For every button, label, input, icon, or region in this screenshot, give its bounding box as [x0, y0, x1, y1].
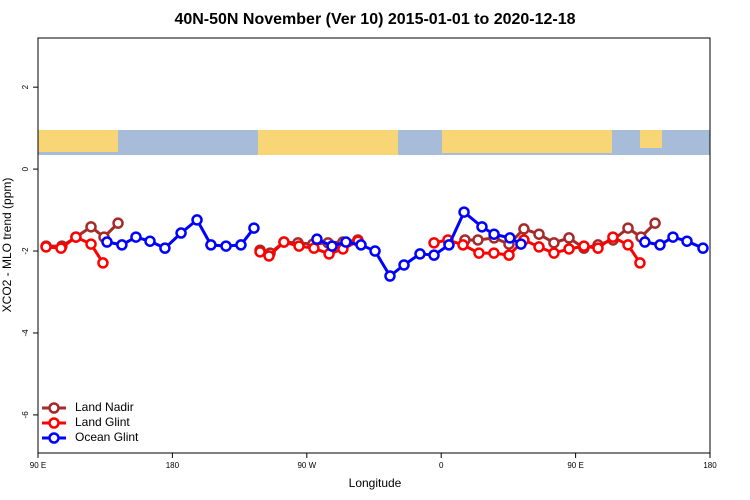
point — [112, 217, 124, 229]
legend-marker — [48, 432, 60, 444]
point — [220, 240, 232, 252]
point — [340, 236, 352, 248]
legend-marker — [48, 417, 60, 429]
x-tick-label: 180 — [166, 461, 180, 470]
x-tick-label: 90 W — [297, 461, 316, 470]
point — [472, 234, 484, 246]
legend-label: Land Glint — [75, 415, 130, 429]
point — [488, 247, 500, 259]
legend-label: Land Nadir — [75, 400, 134, 414]
point — [476, 221, 488, 233]
point — [85, 238, 97, 250]
point — [622, 222, 634, 234]
point — [458, 206, 470, 218]
point — [563, 243, 575, 255]
plot-frame — [37, 37, 711, 454]
point — [116, 239, 128, 251]
point — [443, 239, 455, 251]
point — [159, 242, 171, 254]
point — [85, 221, 97, 233]
point — [235, 239, 247, 251]
point — [488, 228, 500, 240]
point — [533, 228, 545, 240]
point — [622, 239, 634, 251]
point — [457, 239, 469, 251]
y-tick-label: -6 — [21, 411, 30, 419]
point — [504, 232, 516, 244]
point — [634, 257, 646, 269]
point — [278, 236, 290, 248]
point — [175, 227, 187, 239]
x-tick-label: 180 — [703, 461, 717, 470]
chart-title: 40N-50N November (Ver 10) 2015-01-01 to … — [174, 11, 575, 28]
point — [191, 214, 203, 226]
point — [398, 259, 410, 271]
x-tick-label: 0 — [439, 461, 444, 470]
point — [369, 245, 381, 257]
point — [384, 270, 396, 282]
point — [592, 242, 604, 254]
point — [254, 246, 266, 258]
point — [130, 231, 142, 243]
point — [649, 217, 661, 229]
y-tick-label: 0 — [21, 166, 30, 171]
point — [548, 247, 560, 259]
point — [518, 223, 530, 235]
x-axis-title: Longitude — [349, 476, 402, 490]
point — [515, 238, 527, 250]
point — [503, 249, 515, 261]
point — [326, 240, 338, 252]
point — [311, 233, 323, 245]
point — [70, 231, 82, 243]
point — [563, 232, 575, 244]
point — [205, 239, 217, 251]
y-tick-label: -4 — [21, 329, 30, 337]
point — [414, 248, 426, 260]
point — [308, 242, 320, 254]
point — [654, 239, 666, 251]
point — [578, 240, 590, 252]
point — [428, 237, 440, 249]
point — [533, 241, 545, 253]
point — [548, 237, 560, 249]
point — [697, 242, 709, 254]
point — [144, 235, 156, 247]
point — [355, 239, 367, 251]
y-tick-label: -2 — [21, 247, 30, 255]
point — [667, 231, 679, 243]
x-tick-label: 90 E — [567, 461, 583, 470]
point — [248, 222, 260, 234]
legend-marker — [48, 402, 60, 414]
point — [428, 249, 440, 261]
legend-label: Ocean Glint — [75, 430, 139, 444]
x-tick-label: 90 E — [30, 461, 46, 470]
point — [473, 247, 485, 259]
point — [40, 241, 52, 253]
map-strip — [38, 130, 710, 155]
point — [263, 250, 275, 262]
point — [101, 236, 113, 248]
point — [97, 257, 109, 269]
point — [55, 242, 67, 254]
point — [607, 231, 619, 243]
y-axis-title: XCO2 - MLO trend (ppm) — [0, 178, 14, 313]
point — [639, 236, 651, 248]
point — [681, 235, 693, 247]
y-tick-label: 2 — [21, 84, 30, 89]
point — [293, 240, 305, 252]
